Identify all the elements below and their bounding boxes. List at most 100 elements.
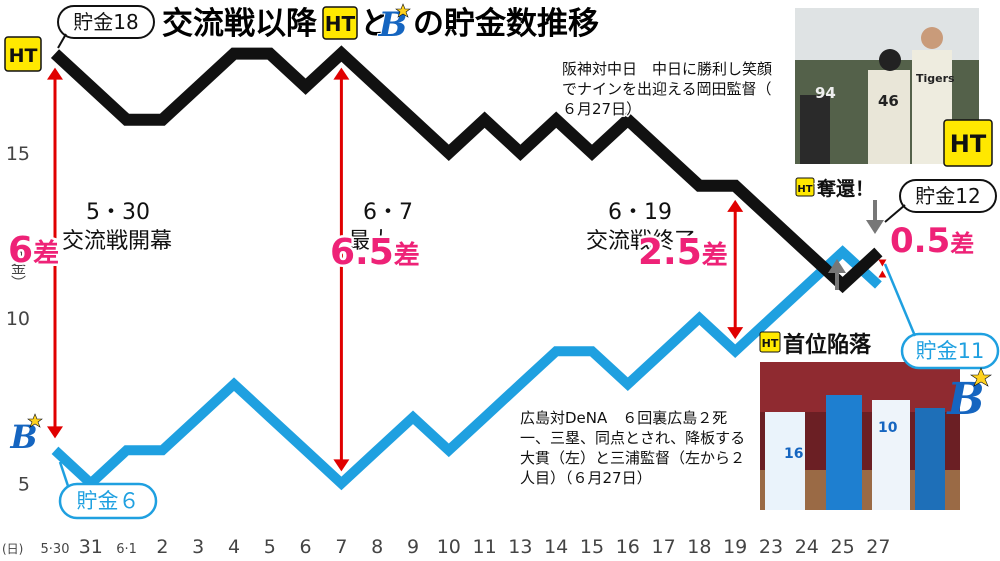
x-tick-label: 17 (652, 536, 676, 558)
x-tick-label: 31 (79, 536, 103, 558)
gap-value-unit: 差 (33, 238, 59, 269)
x-tick-label: 4 (228, 536, 240, 558)
tigers-end-logo: HT (943, 119, 993, 167)
gap-arrow-head (333, 459, 350, 472)
x-tick-label: 5·30 (41, 542, 70, 557)
drop-label: 首位陥落 (783, 332, 872, 358)
gap-date: 6・7 (363, 200, 413, 225)
x-axis-prefix: (日) (2, 542, 23, 556)
x-axis: (日) 5·30 31 6·1 2 3 4 5 6 7 8 9 10 11 13 14 15 16 17 18 19 2… (2, 536, 890, 558)
title-part2: の貯金数推移 (413, 6, 599, 42)
caption-line: 阪神対中日 中日に勝利し笑顔 (562, 60, 772, 78)
x-tick-label: 3 (192, 536, 204, 558)
y-tick-label: 5 (18, 473, 30, 495)
top-photo: 94 46 Tigers (795, 8, 979, 164)
svg-text:46: 46 (878, 92, 899, 110)
gap-arrow-head (878, 270, 887, 278)
series-line-dena (51, 245, 882, 491)
tigers-start-logo: HT (4, 36, 42, 72)
caption-line: ６月27日） (562, 100, 641, 118)
x-tick-label: 10 (437, 536, 461, 558)
x-tick-label: 6·1 (116, 542, 137, 557)
baystars-end-callout: 貯金11 (883, 263, 1000, 370)
gap-value-number: 0.5 (890, 221, 950, 261)
svg-text:10: 10 (878, 420, 898, 436)
gap-value-number: 6.5 (330, 232, 394, 273)
series-line-tigers (50, 45, 883, 294)
gap-arrow-head (878, 259, 887, 267)
title-baystars-logo: B (377, 3, 411, 46)
x-tick-label: 27 (866, 536, 890, 558)
chart-title: 交流戦以降 HT と B の貯金数推移 (159, 3, 603, 47)
svg-text:94: 94 (815, 84, 836, 102)
caption-line: 大貫（左）と三浦監督（左から２ (520, 449, 745, 467)
gap-arrow-head (47, 67, 63, 80)
recapture-annotation: HT 奪還！ (795, 175, 884, 234)
x-tick-label: 18 (687, 536, 711, 558)
gap-arrow-head (333, 67, 350, 80)
svg-text:16: 16 (784, 446, 803, 462)
x-tick-label: 15 (580, 536, 604, 558)
recapture-logo-text: HT (797, 184, 812, 195)
title-tigers-logo: HT (322, 6, 358, 40)
x-tick-label: 9 (407, 536, 419, 558)
gap-value-unit: 差 (702, 240, 728, 271)
caption-line: 一、三塁、同点とされ、降板する (520, 429, 745, 447)
bottom-photo-caption: 広島対DeNA ６回裏広島２死一、三塁、同点とされ、降板する大貫（左）と三浦監督… (519, 408, 747, 489)
x-tick-label: 25 (831, 536, 855, 558)
gap-value-unit: 差 (394, 240, 420, 271)
gap-date: 6・19 (608, 200, 672, 225)
x-tick-label: 8 (371, 536, 383, 558)
baystars-start-callout: 貯金６ (58, 461, 158, 520)
gap-value: 2.5差 (638, 232, 728, 273)
y-tick-label: 10 (6, 308, 30, 330)
caption-line: 人目）（６月27日） (520, 469, 652, 487)
gap-value: 6.5差 (330, 232, 420, 273)
caption-line: でナインを出迎える岡田監督（ (562, 80, 772, 98)
x-tick-label: 5 (264, 536, 276, 558)
x-tick-label: 14 (544, 536, 568, 558)
gap-value: 6差 (8, 230, 59, 271)
x-tick-label: 23 (759, 536, 783, 558)
svg-text:Tigers: Tigers (916, 72, 955, 85)
tigers-start-callout: 貯金18 (57, 5, 155, 49)
caption-line: 広島対DeNA ６回裏広島２死 (520, 409, 727, 427)
gap-event: 交流戦終了 (586, 229, 696, 254)
gap-arrow-head (727, 199, 744, 212)
gap-event: 交流戦開幕 (62, 229, 172, 254)
gap-value-number: 6 (8, 230, 33, 271)
x-tick-label: 2 (156, 536, 168, 558)
recapture-label: 奪還！ (816, 177, 874, 200)
x-tick-label: 24 (795, 536, 819, 558)
bottom-photo: 16 10 (760, 362, 960, 510)
x-tick-label: 11 (473, 536, 497, 558)
tigers-start-logo-text: HT (9, 45, 38, 67)
gap-value-number: 2.5 (638, 232, 702, 273)
y-axis: （貯金） 5 10 15 (6, 143, 30, 496)
x-tick-label: 13 (508, 536, 532, 558)
drop-logo-text: HT (762, 337, 779, 350)
x-tick-label: 19 (723, 536, 747, 558)
baystars-start-logo: B (9, 413, 43, 456)
title-tigers-logo-text: HT (325, 12, 356, 36)
gap-arrow-head (47, 426, 63, 439)
baystars-end-label: 貯金11 (916, 339, 985, 363)
x-tick-label: 6 (300, 536, 312, 558)
gap-value-unit: 差 (950, 230, 974, 258)
drop-annotation: HT 首位陥落 (759, 259, 874, 360)
x-tick-label: 7 (335, 536, 347, 558)
gap-value: 0.5差 (890, 221, 974, 261)
gap-date: 5・30 (86, 200, 150, 225)
x-tick-label: 16 (616, 536, 640, 558)
tigers-start-label: 貯金18 (73, 10, 138, 34)
gap-event: 最大 (348, 229, 392, 254)
baystars-start-label: 貯金６ (77, 489, 140, 513)
y-axis-label: （貯金） (9, 230, 27, 290)
title-part1: 交流戦以降 (162, 6, 318, 42)
tigers-end-logo-text: HT (950, 130, 987, 158)
tigers-end-label: 貯金12 (915, 184, 980, 208)
